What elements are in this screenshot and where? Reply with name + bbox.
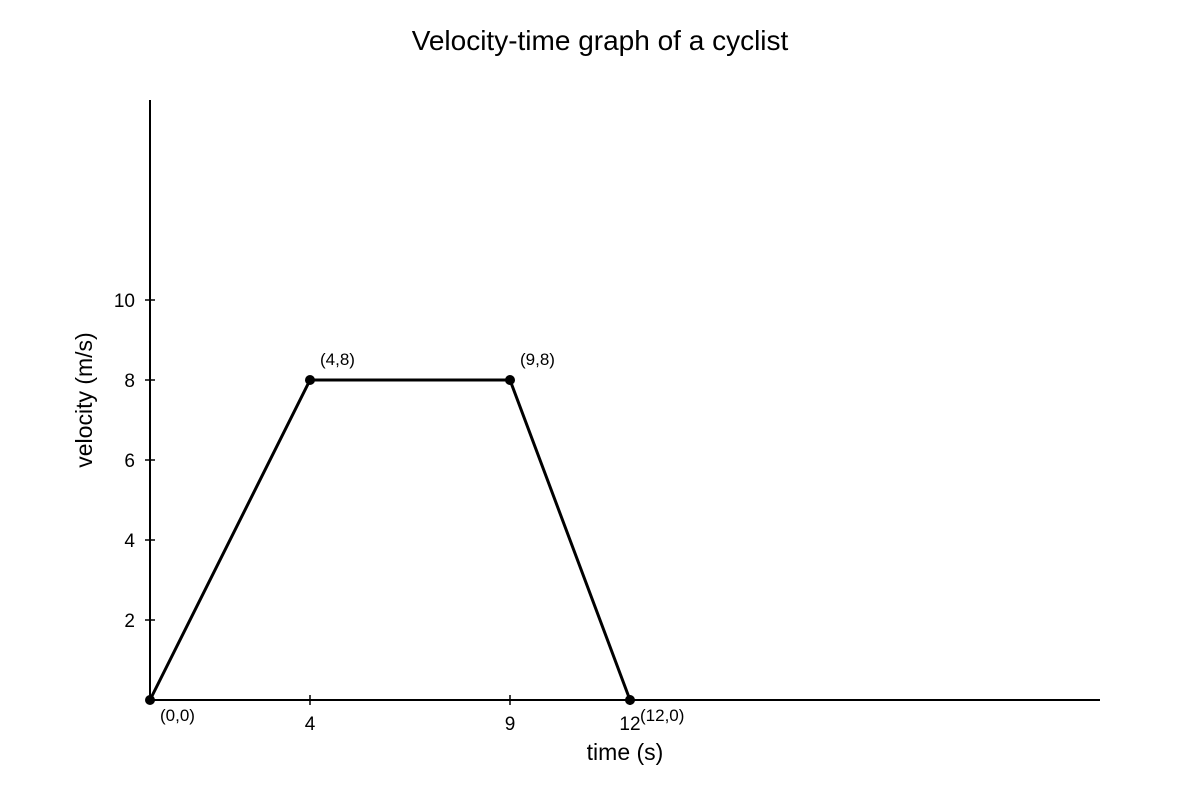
chart-title: Velocity-time graph of a cyclist xyxy=(412,25,789,56)
ticks: 2 4 6 8 10 4 9 12 xyxy=(114,291,641,735)
data-point-2 xyxy=(505,375,515,385)
data-point-label-2: (9,8) xyxy=(520,350,555,369)
y-tick-label-10: 10 xyxy=(114,291,135,312)
point-labels: (0,0) (4,8) (9,8) (12,0) xyxy=(160,350,684,725)
y-tick-label-6: 6 xyxy=(124,451,135,472)
series-line-0 xyxy=(148,378,632,701)
data-point-label-1: (4,8) xyxy=(320,350,355,369)
x-axis-label: time (s) xyxy=(587,739,664,765)
y-tick-label-8: 8 xyxy=(124,371,135,392)
data-point-label-0: (0,0) xyxy=(160,706,195,725)
data-point-0 xyxy=(145,695,155,705)
y-axis-label: velocity (m/s) xyxy=(71,332,97,467)
y-tick-label-2: 2 xyxy=(124,611,135,632)
x-tick-label-12: 12 xyxy=(619,714,640,735)
data-point-3 xyxy=(625,695,635,705)
data-point-label-3: (12,0) xyxy=(640,706,684,725)
data-point-1 xyxy=(305,375,315,385)
data-series xyxy=(145,375,635,705)
x-tick-label-4: 4 xyxy=(305,714,316,735)
y-tick-label-4: 4 xyxy=(124,531,135,552)
x-tick-label-9: 9 xyxy=(505,714,516,735)
axes xyxy=(149,100,1100,701)
